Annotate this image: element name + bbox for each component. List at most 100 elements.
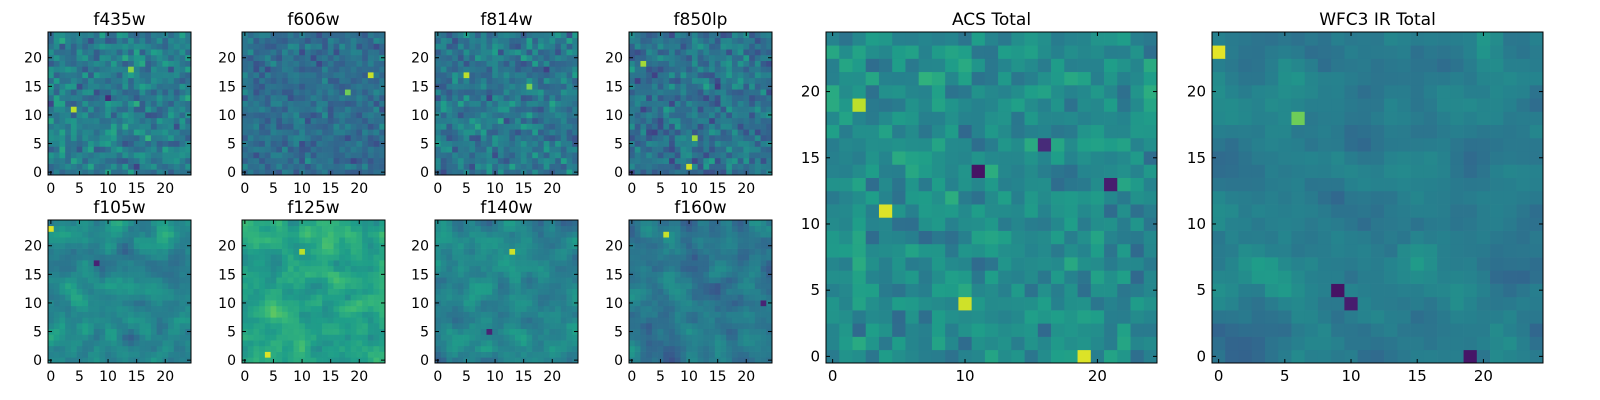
- heatmap-cell: [555, 334, 562, 341]
- heatmap-cell: [515, 106, 522, 113]
- heatmap-cell: [350, 89, 357, 96]
- heatmap-cell: [128, 157, 135, 164]
- heatmap-cell: [287, 140, 294, 147]
- heatmap-cell: [299, 248, 306, 255]
- heatmap-cell: [486, 260, 493, 267]
- heatmap-cell: [293, 163, 300, 170]
- heatmap-cell: [264, 225, 271, 232]
- heatmap-cell: [452, 112, 459, 119]
- heatmap-cell: [179, 134, 186, 142]
- heatmap-cell: [373, 163, 380, 170]
- heatmap-cell: [242, 277, 249, 284]
- heatmap-cell: [65, 317, 72, 324]
- heatmap-cell: [93, 317, 100, 324]
- heatmap-cell: [640, 157, 647, 164]
- heatmap-cell: [59, 54, 66, 61]
- heatmap-cell: [310, 294, 317, 301]
- heatmap-cell: [457, 117, 464, 124]
- heatmap-cell: [651, 277, 658, 284]
- heatmap-cell: [48, 43, 55, 50]
- heatmap-cell: [669, 89, 676, 96]
- heatmap-cell: [48, 334, 55, 341]
- heatmap-cell: [691, 152, 698, 159]
- heatmap-cell: [59, 220, 66, 227]
- heatmap-cell: [743, 300, 750, 307]
- heatmap-cell: [93, 328, 100, 335]
- heatmap-cell: [440, 140, 447, 147]
- heatmap-cell: [356, 271, 363, 278]
- heatmap-cell: [520, 140, 527, 147]
- heatmap-cell: [53, 89, 60, 96]
- heatmap-cell: [555, 317, 562, 324]
- heatmap-cell: [373, 231, 380, 238]
- heatmap-cell: [537, 340, 545, 347]
- heatmap-cell: [116, 340, 123, 347]
- heatmap-cell: [339, 83, 346, 90]
- heatmap-cell: [299, 231, 306, 238]
- heatmap-cell: [356, 60, 363, 67]
- heatmap-cell: [339, 317, 346, 324]
- heatmap-cell: [344, 54, 352, 61]
- heatmap-cell: [634, 305, 641, 312]
- heatmap-cell: [469, 77, 476, 84]
- heatmap-cell: [287, 294, 294, 301]
- heatmap-cell: [53, 357, 60, 364]
- heatmap-cell: [697, 152, 704, 159]
- heatmap-cell: [133, 106, 140, 113]
- heatmap-cell: [293, 225, 300, 232]
- heatmap-cell: [555, 300, 562, 307]
- heatmap-cell: [82, 317, 89, 324]
- heatmap-cell: [726, 146, 733, 153]
- heatmap-cell: [253, 83, 260, 90]
- heatmap-cell: [344, 231, 352, 238]
- heatmap-cell: [333, 72, 340, 79]
- heatmap-cell: [344, 334, 352, 341]
- heatmap-cell: [560, 83, 567, 90]
- heatmap-cell: [686, 163, 693, 170]
- heatmap-cell: [299, 123, 306, 130]
- heatmap-cell: [339, 54, 346, 61]
- heatmap-cell: [492, 231, 499, 238]
- heatmap-cell: [299, 117, 306, 124]
- heatmap-cell: [515, 282, 522, 289]
- heatmap-cell: [651, 334, 658, 341]
- y-tick-label: 15: [218, 267, 236, 283]
- heatmap-cell: [629, 294, 636, 301]
- heatmap-cell: [532, 248, 539, 255]
- heatmap-cell: [110, 123, 117, 130]
- heatmap-cell: [339, 100, 346, 107]
- heatmap-cell: [373, 317, 380, 324]
- heatmap-cell: [526, 129, 533, 136]
- heatmap-cell: [350, 77, 357, 84]
- heatmap-cell: [116, 254, 123, 261]
- heatmap-cell: [99, 242, 106, 249]
- heatmap-cell: [145, 322, 152, 330]
- heatmap-cell: [651, 89, 658, 96]
- heatmap-cell: [282, 72, 289, 79]
- heatmap-cell: [116, 140, 123, 147]
- heatmap-cell: [242, 322, 249, 330]
- heatmap-cell: [128, 152, 135, 159]
- heatmap-cell: [287, 106, 294, 113]
- heatmap-cell: [509, 83, 516, 90]
- heatmap-cell: [457, 294, 464, 301]
- heatmap-cell: [446, 265, 453, 272]
- heatmap-cell: [629, 72, 636, 79]
- heatmap-cell: [680, 66, 687, 73]
- heatmap-cell: [59, 163, 66, 170]
- heatmap-cell: [480, 140, 487, 147]
- heatmap-cell: [469, 242, 476, 249]
- heatmap-cell: [566, 237, 573, 244]
- heatmap-cell: [629, 106, 636, 113]
- heatmap-cell: [299, 66, 306, 73]
- heatmap-cell: [259, 32, 266, 39]
- heatmap-cell: [82, 260, 89, 267]
- heatmap-cell: [48, 129, 55, 136]
- heatmap-cell: [743, 311, 750, 318]
- heatmap-cell: [463, 152, 470, 159]
- heatmap-cell: [356, 300, 363, 307]
- panel-title: f160w: [674, 198, 726, 218]
- heatmap-cell: [264, 237, 271, 244]
- heatmap-cell: [145, 357, 152, 364]
- heatmap-cell: [88, 357, 95, 364]
